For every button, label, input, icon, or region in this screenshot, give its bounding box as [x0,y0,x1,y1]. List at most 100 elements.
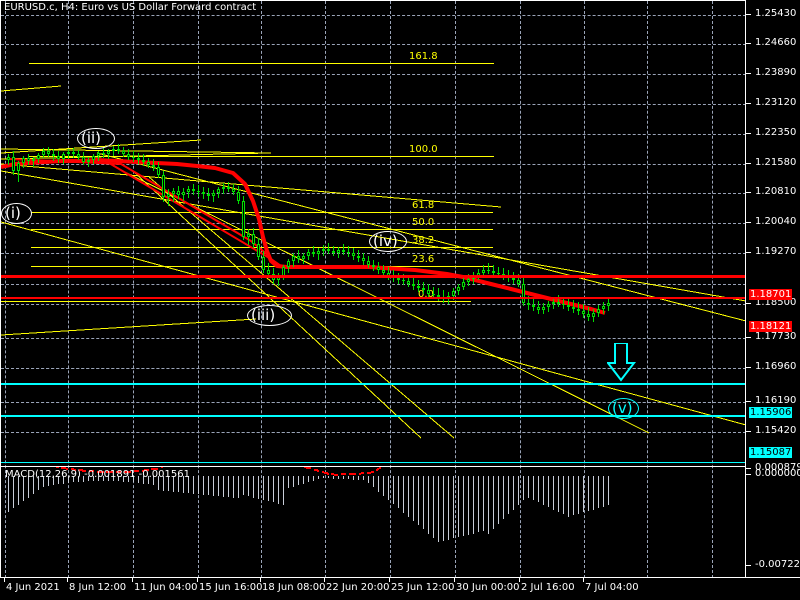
price-level-badge[interactable]: 1.15906 [749,407,793,418]
macd-histogram-bar [243,476,244,496]
candle-wick [33,156,34,168]
candle-body [92,156,95,160]
candle-body [367,261,370,265]
price-chart-pane[interactable]: 161.8 100.0 61.8 50.0 38.2 23.6 0.0 [0,0,745,577]
macd-histogram-bar [18,476,19,505]
candle-body [7,156,10,160]
macd-histogram-bar [558,476,559,512]
macd-histogram-bar [443,476,444,541]
candle-body [247,234,250,238]
price-level-line [1,297,745,300]
candle-wick [413,276,414,290]
macd-histogram-bar [363,476,364,481]
macd-signal-dot [117,471,119,474]
macd-histogram-bar [183,476,184,493]
candle-body [137,158,140,160]
macd-histogram-bar [593,476,594,510]
candle-body [237,191,240,201]
macd-histogram-bar [598,476,599,509]
macd-histogram-bar [398,476,399,509]
macd-histogram-bar [298,476,299,486]
price-axis[interactable]: 1.25430 1.24660 1.23890 1.23120 1.22350 1.215… [745,0,800,577]
vertical-gridline [5,1,6,577]
price-level-badge[interactable]: 1.15087 [749,447,793,458]
time-tick-label: 15 Jun 16:00 [199,582,263,593]
time-tick-mark [389,578,390,582]
macd-histogram-bar [98,476,99,481]
macd-signal-dot [332,473,334,476]
macd-histogram-bar [253,476,254,498]
price-tick-mark [746,431,751,432]
candle-wick [503,268,504,280]
candle-body [27,158,30,162]
macd-histogram-bar [78,476,79,482]
macd-histogram-bar [73,476,74,483]
candle-wick [103,147,104,158]
macd-indicator-pane[interactable]: MACD(12,26,9) -0.001891 -0.001561 [1,466,745,577]
candle-body [537,307,540,310]
price-tick-label: 1.20040 [755,216,797,227]
vertical-gridline [325,1,326,577]
macd-tick-label: -0.007229 [755,559,800,570]
time-tick-mark [260,578,261,582]
candle-wick [408,275,409,288]
candle-body [547,304,550,308]
candle-body [47,151,50,154]
macd-histogram-bar [338,476,339,479]
price-tick-label: 1.22350 [755,127,797,138]
horizontal-gridline [1,253,745,254]
price-tick-mark [746,14,751,15]
candle-body [382,270,385,273]
macd-signal-dot [74,468,76,471]
candle-body [177,190,180,195]
candle-body [407,281,410,284]
macd-histogram-bar [178,476,179,493]
macd-signal-dot [97,470,99,473]
horizontal-gridline [1,223,745,224]
macd-histogram-bar [273,476,274,503]
candle-body [132,156,135,159]
candle-body [222,186,225,190]
candle-body [87,159,90,163]
candle-body [292,256,295,262]
macd-histogram-bar [208,476,209,496]
time-axis[interactable]: 4 Jun 2021 8 Jun 12:00 11 Jun 04:00 15 Jun … [0,577,800,600]
macd-signal-dot [89,470,91,473]
macd-histogram-bar [528,476,529,498]
time-tick-label: 30 Jun 00:00 [456,582,520,593]
candle-wick [213,190,214,203]
macd-histogram-bar [448,476,449,540]
candle-wick [538,300,539,314]
price-tick-mark [746,73,751,74]
fib-level-label: 38.2 [412,235,435,246]
time-tick-mark [454,578,455,582]
fib-level-label: 0.0 [418,289,434,300]
candle-body [577,309,580,312]
candle-body [397,278,400,280]
horizontal-gridline [1,44,745,45]
price-tick-label: 1.25430 [755,8,797,19]
macd-signal-dot [66,467,68,470]
candle-body [582,311,585,315]
candle-body [207,193,210,197]
vertical-gridline [68,1,69,577]
macd-histogram-bar [378,476,379,492]
macd-histogram-bar [508,476,509,515]
price-level-badge[interactable]: 1.18701 [749,289,793,300]
candle-body [97,152,100,156]
candle-body [422,288,425,291]
macd-histogram-bar [503,476,504,520]
macd-histogram-bar [218,476,219,497]
macd-histogram-bar [478,476,479,533]
macd-histogram-bar [148,476,149,485]
candle-body [607,302,610,306]
candle-body [172,190,175,194]
macd-signal-dot [349,473,351,476]
candle-body [267,269,270,275]
macd-histogram-bar [143,476,144,484]
price-level-badge[interactable]: 1.18121 [749,321,793,332]
macd-histogram-bar [323,476,324,478]
macd-histogram-bar [418,476,419,526]
macd-histogram-bar [393,476,394,505]
price-tick-mark [746,367,751,368]
